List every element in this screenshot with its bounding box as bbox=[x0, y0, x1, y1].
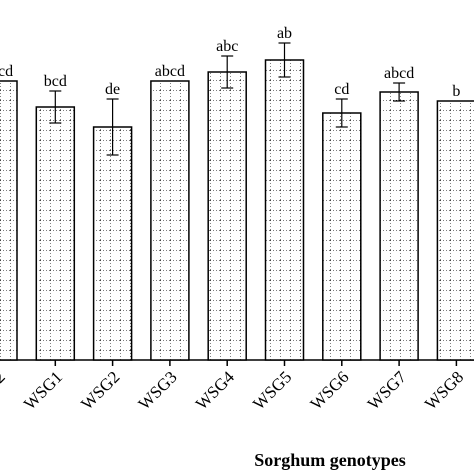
bar-wsg5 bbox=[264, 59, 305, 361]
bar-wsg2 bbox=[92, 126, 133, 361]
data-label-wsg3: abcd bbox=[155, 63, 185, 80]
x-tick-label-wsg3: WSG3 bbox=[135, 367, 181, 413]
x-tick-label-wsg1: WSG1 bbox=[20, 367, 66, 413]
bar-wsg6 bbox=[322, 112, 362, 361]
data-label-wsg6: cd bbox=[334, 81, 349, 98]
x-tick-label-wsg2: WSG2 bbox=[77, 367, 123, 413]
bar-wsg3 bbox=[150, 80, 190, 361]
bar-wsg7 bbox=[379, 91, 419, 361]
x-tick-label-wsg7: WSG7 bbox=[364, 367, 411, 414]
bar-wsg1 bbox=[35, 106, 76, 361]
x-tick-label-wsg8: WSG8 bbox=[421, 367, 467, 413]
data-label-wsg1: bcd bbox=[44, 73, 67, 90]
data-label-wsg7: abcd bbox=[384, 65, 414, 82]
bar-wsg8 bbox=[436, 100, 474, 361]
data-label-c2: abcd bbox=[0, 63, 13, 80]
bar-wsg4 bbox=[207, 71, 247, 361]
x-tick-label-wsg4: WSG4 bbox=[192, 367, 239, 414]
x-tick-label-wsg6: WSG6 bbox=[306, 367, 352, 413]
data-label-wsg4: abc bbox=[216, 38, 238, 55]
data-label-wsg5: ab bbox=[277, 25, 292, 42]
x-tick-label-wsg5: WSG5 bbox=[249, 367, 295, 413]
plot-area: abcdC2bcdWSG1deWSG2abcdWSG3abcWSG4abWSG5… bbox=[0, 25, 474, 414]
data-label-wsg2: de bbox=[105, 81, 120, 98]
x-axis-title: Sorghum genotypes bbox=[254, 450, 406, 470]
bar-c2 bbox=[0, 80, 18, 361]
x-tick-label-c2: C2 bbox=[0, 367, 9, 394]
data-label-wsg8: b bbox=[452, 83, 460, 100]
